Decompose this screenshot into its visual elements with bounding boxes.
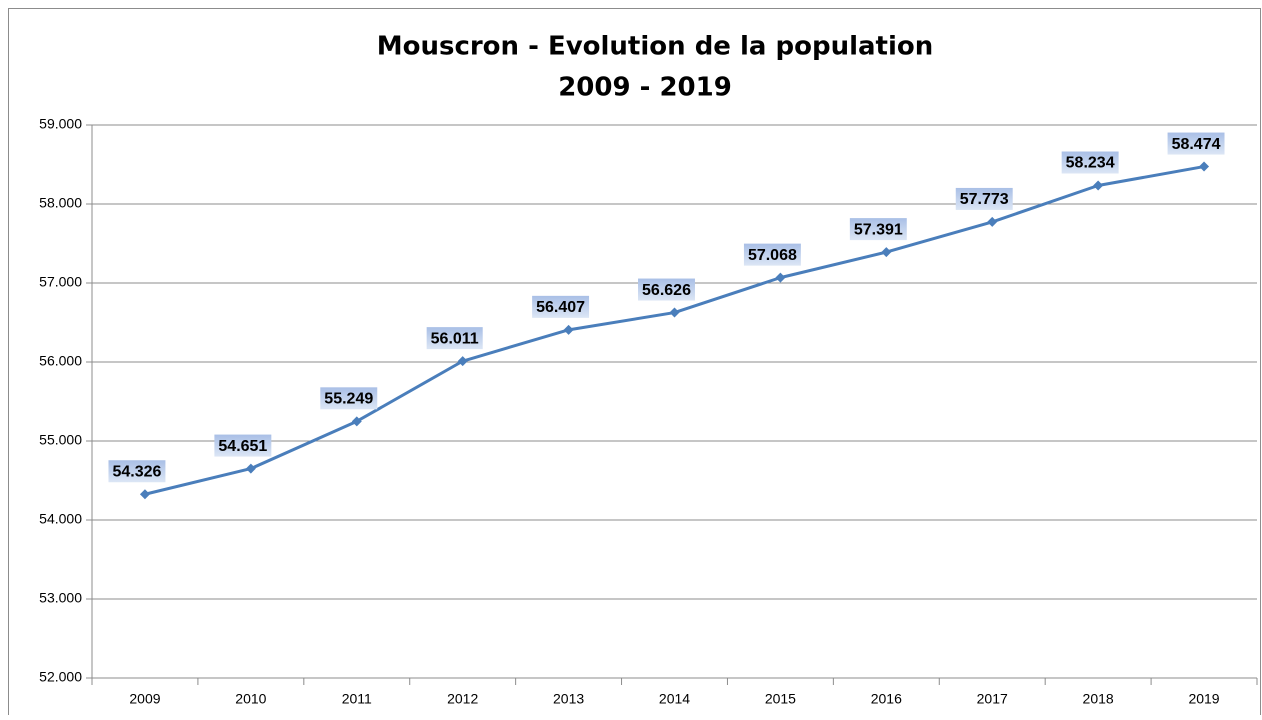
data-label-group: 54.326 xyxy=(108,460,166,483)
data-label-group: 58.474 xyxy=(1167,132,1225,155)
data-label-group: 57.773 xyxy=(955,187,1013,210)
x-tick-label: 2017 xyxy=(977,691,1008,707)
x-tick-label: 2016 xyxy=(871,691,902,707)
data-label: 58.234 xyxy=(1066,155,1115,172)
data-point xyxy=(669,307,680,318)
data-label-bg xyxy=(1061,151,1119,174)
y-tick-label: 52.000 xyxy=(39,669,82,685)
x-tick-label: 2019 xyxy=(1188,691,1219,707)
data-point xyxy=(563,324,574,335)
data-point xyxy=(881,247,892,258)
data-label: 56.626 xyxy=(642,282,691,299)
data-point xyxy=(987,216,998,227)
chart-title: Mouscron - Evolution de la population xyxy=(377,32,934,62)
data-label-bg xyxy=(849,218,907,241)
data-point xyxy=(775,272,786,283)
data-label-bg xyxy=(320,387,378,410)
data-label: 56.407 xyxy=(536,299,585,316)
chart-subtitle: 2009 - 2019 xyxy=(558,73,732,103)
y-tick-label: 59.000 xyxy=(39,116,82,132)
chart-frame xyxy=(8,8,1261,720)
y-tick-label: 55.000 xyxy=(39,432,82,448)
data-label-bg xyxy=(214,434,272,457)
x-tick-label: 2009 xyxy=(129,691,160,707)
data-point xyxy=(457,356,468,367)
data-label-bg xyxy=(955,187,1013,210)
x-tick-label: 2018 xyxy=(1083,691,1114,707)
data-label-bg xyxy=(1167,132,1225,155)
data-label-bg xyxy=(532,295,590,318)
y-tick-label: 58.000 xyxy=(39,195,82,211)
data-point xyxy=(139,489,150,500)
data-label-bg xyxy=(426,327,483,350)
data-label-bg xyxy=(743,243,801,266)
data-point xyxy=(1093,180,1104,191)
data-label: 54.326 xyxy=(112,463,161,480)
data-point xyxy=(351,416,362,427)
data-label-group: 56.011 xyxy=(426,327,483,350)
data-label: 55.249 xyxy=(324,391,373,408)
y-tick-label: 56.000 xyxy=(39,353,82,369)
data-label: 57.391 xyxy=(854,221,903,238)
data-label-group: 57.068 xyxy=(743,243,801,266)
data-label-group: 57.391 xyxy=(849,218,907,241)
data-label-bg xyxy=(638,278,695,301)
data-point xyxy=(1199,161,1210,172)
x-tick-label: 2012 xyxy=(447,691,478,707)
data-point xyxy=(245,463,256,474)
data-label: 57.068 xyxy=(748,247,797,264)
x-tick-label: 2015 xyxy=(765,691,796,707)
x-tick-label: 2014 xyxy=(659,691,690,707)
data-label: 57.773 xyxy=(960,191,1009,208)
data-label-group: 58.234 xyxy=(1061,151,1119,174)
x-tick-label: 2011 xyxy=(342,691,372,707)
y-tick-label: 53.000 xyxy=(39,590,82,606)
data-label: 54.651 xyxy=(218,438,267,455)
data-label: 58.474 xyxy=(1172,136,1221,153)
data-label: 56.011 xyxy=(431,330,479,347)
data-label-group: 55.249 xyxy=(320,387,378,410)
x-tick-label: 2010 xyxy=(235,691,266,707)
y-tick-label: 57.000 xyxy=(39,274,82,290)
y-tick-label: 54.000 xyxy=(39,511,82,527)
data-label-group: 54.651 xyxy=(214,434,272,457)
data-label-group: 56.407 xyxy=(532,295,590,318)
data-label-bg xyxy=(108,460,166,483)
data-label-group: 56.626 xyxy=(638,278,695,301)
x-tick-label: 2013 xyxy=(553,691,584,707)
